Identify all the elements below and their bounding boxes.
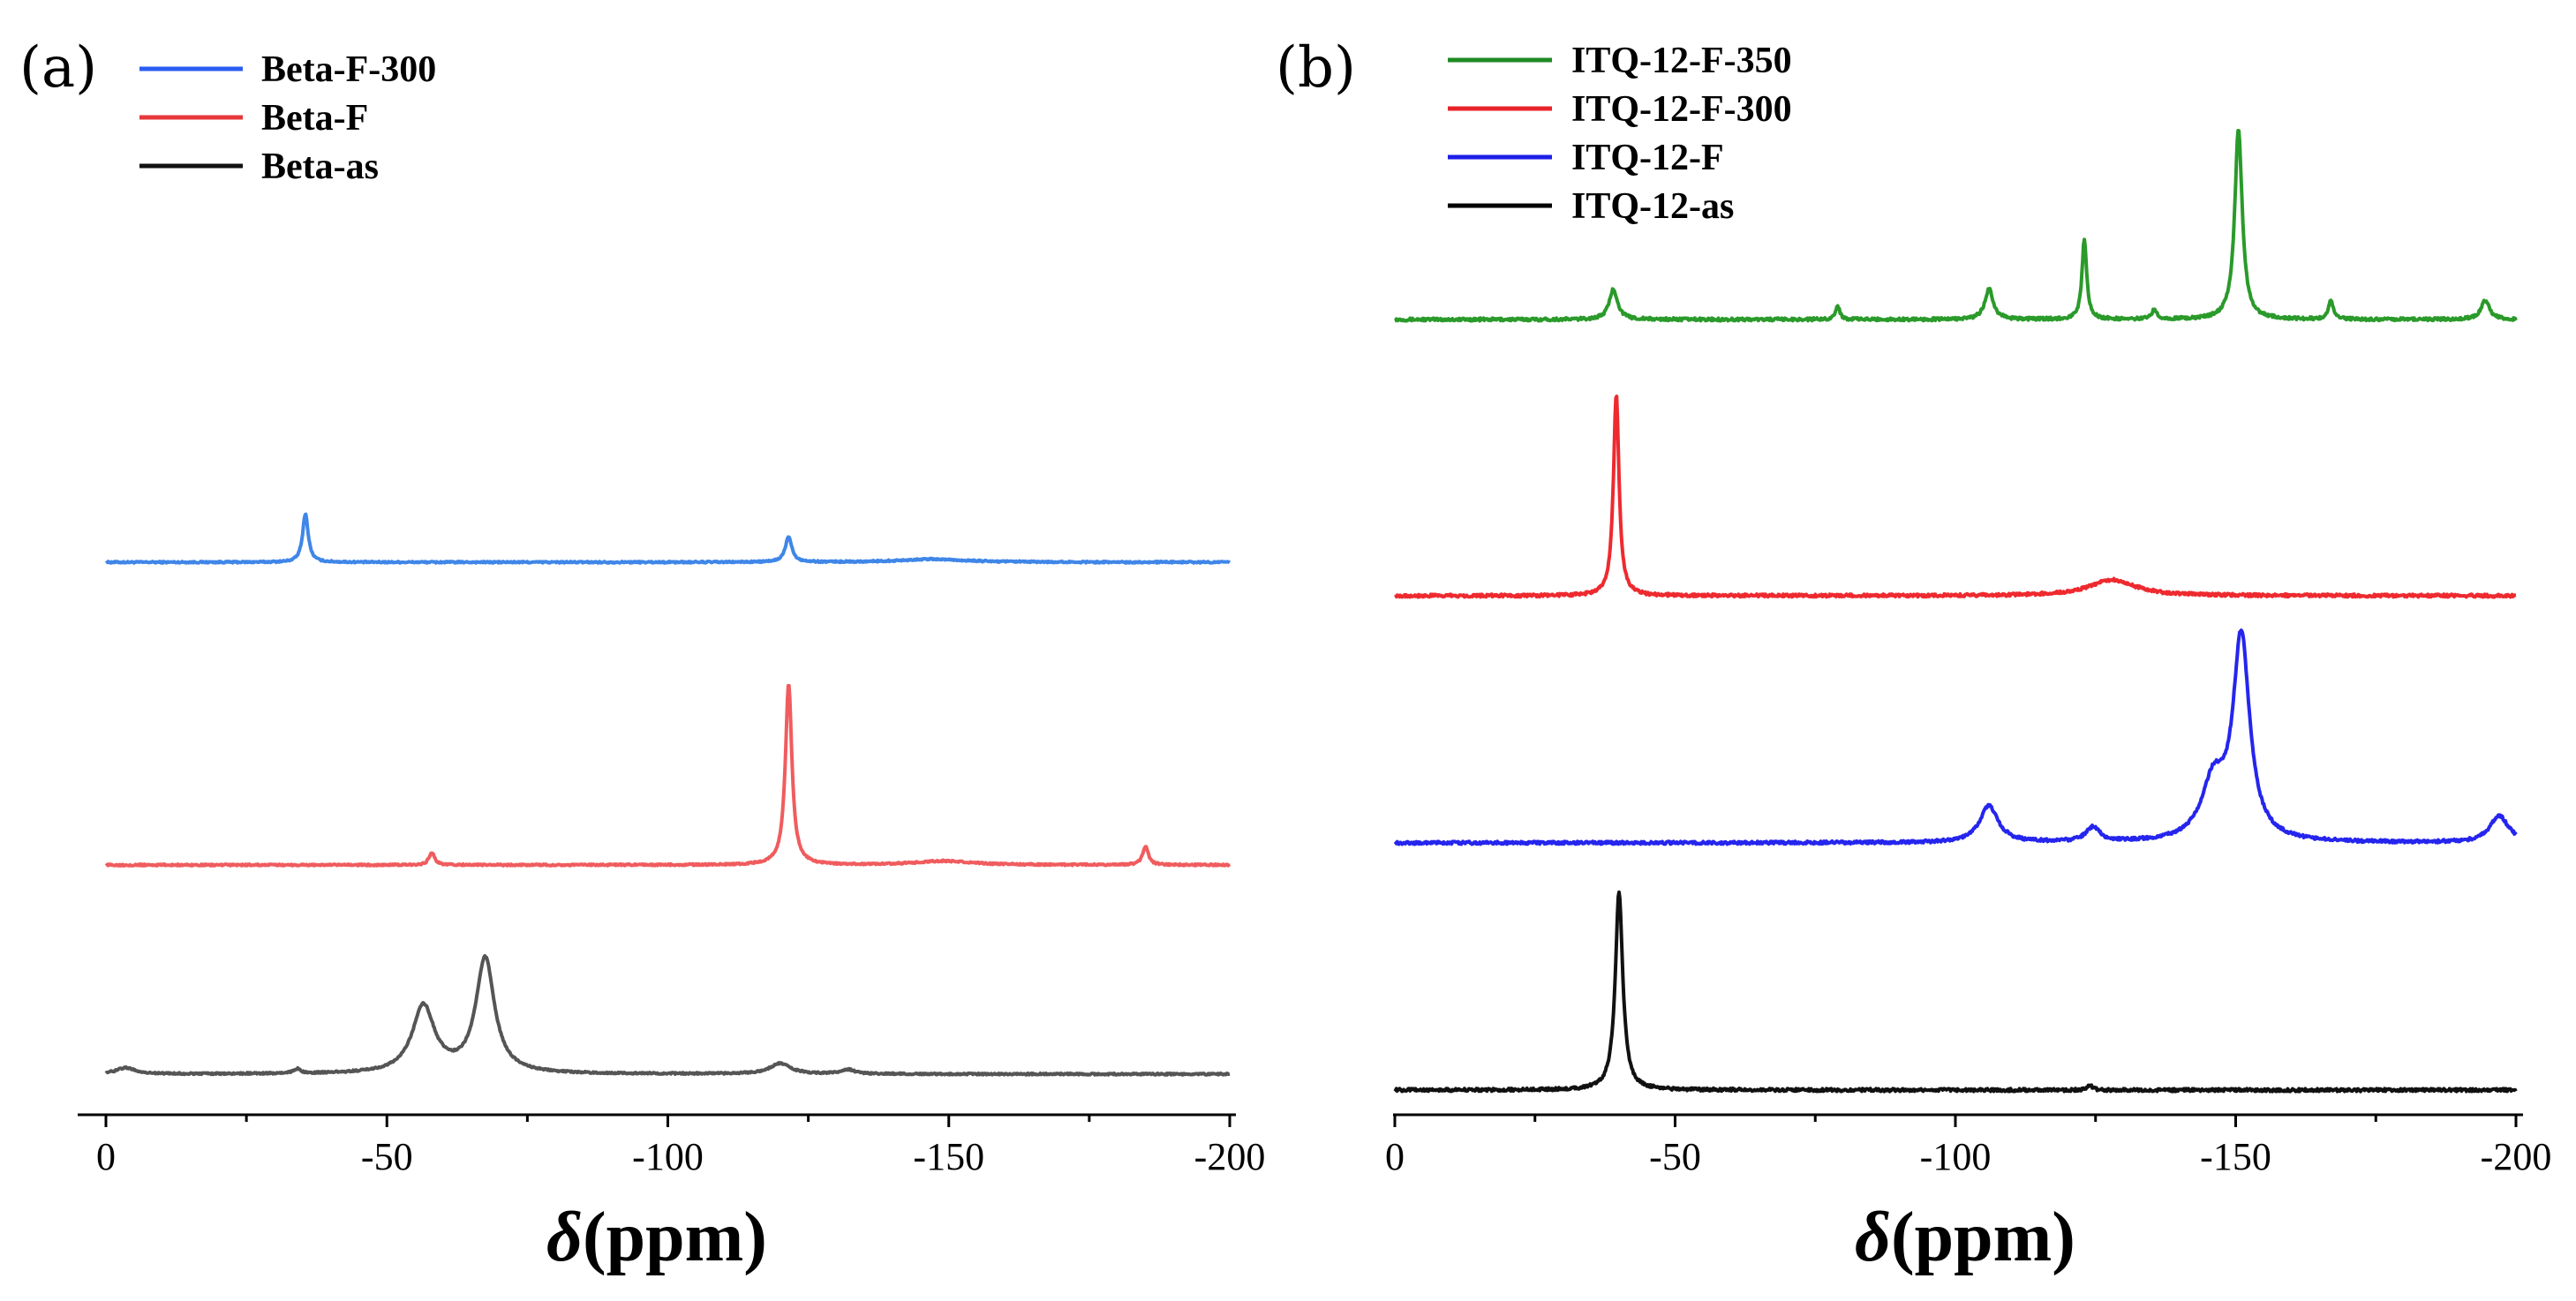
legend-entry: ITQ-12-F bbox=[1571, 138, 1724, 178]
x-axis-ticks: 0 -50 -100 -150 -200 bbox=[1385, 1115, 2551, 1178]
x-axis-label: δ(ppm) bbox=[1855, 1199, 2075, 1276]
x-tick-label: -50 bbox=[1649, 1135, 1701, 1178]
x-tick-label: -200 bbox=[1194, 1135, 1266, 1178]
x-tick-label: 0 bbox=[1385, 1135, 1405, 1178]
x-axis-symbol: δ bbox=[1855, 1199, 1891, 1276]
legend-entry: ITQ-12-F-300 bbox=[1571, 89, 1792, 130]
x-tick-label: -200 bbox=[2481, 1135, 2552, 1178]
plot-background bbox=[71, 477, 1254, 1086]
series-line-itq-12-f bbox=[1393, 628, 2518, 846]
panel-b: (b) ITQ-12-F-350ITQ-12-F-300ITQ-12-FITQ-… bbox=[1276, 35, 2551, 1276]
x-tick-label: -150 bbox=[913, 1135, 984, 1178]
x-axis-symbol: δ bbox=[546, 1199, 583, 1276]
series-layer bbox=[1393, 129, 2518, 1094]
panel-label: (a) bbox=[19, 35, 97, 101]
legend-entry: Beta-as bbox=[261, 147, 379, 187]
panel-label: (b) bbox=[1276, 35, 1356, 101]
series-line-itq-12-as bbox=[1393, 890, 2518, 1094]
x-axis-label: δ(ppm) bbox=[546, 1199, 767, 1276]
x-axis-unit: (ppm) bbox=[1891, 1199, 2075, 1276]
legend-entry: Beta-F-300 bbox=[261, 49, 436, 90]
series-line-itq-12-f-350 bbox=[1393, 129, 2518, 323]
x-tick-label: -50 bbox=[361, 1135, 413, 1178]
series-line-beta-f bbox=[104, 683, 1232, 868]
legend: ITQ-12-F-350 ITQ-12-F-300 ITQ-12-F ITQ-12-a… bbox=[1448, 41, 1792, 227]
series-line-beta-f-300 bbox=[104, 512, 1232, 565]
series-line-beta-as bbox=[104, 954, 1232, 1077]
panel-a: (a) Beta-F-300 Beta-F Beta-as 0 -50 -100 -150… bbox=[19, 35, 1265, 1276]
series-layer bbox=[104, 512, 1232, 1077]
legend-entry: ITQ-12-F-350 bbox=[1571, 41, 1792, 81]
x-tick-label: 0 bbox=[96, 1135, 116, 1178]
x-tick-label: -150 bbox=[2200, 1135, 2271, 1178]
x-tick-label: -100 bbox=[632, 1135, 704, 1178]
legend: Beta-F-300 Beta-F Beta-as bbox=[139, 49, 436, 187]
x-axis-unit: (ppm) bbox=[583, 1199, 767, 1276]
legend-entry: Beta-F bbox=[261, 98, 368, 139]
series-line-itq-12-f-300 bbox=[1393, 395, 2518, 599]
x-tick-label: -100 bbox=[1920, 1135, 1992, 1178]
x-axis-ticks: 0 -50 -100 -150 -200 bbox=[96, 1115, 1265, 1178]
legend-entry: ITQ-12-as bbox=[1571, 186, 1734, 227]
